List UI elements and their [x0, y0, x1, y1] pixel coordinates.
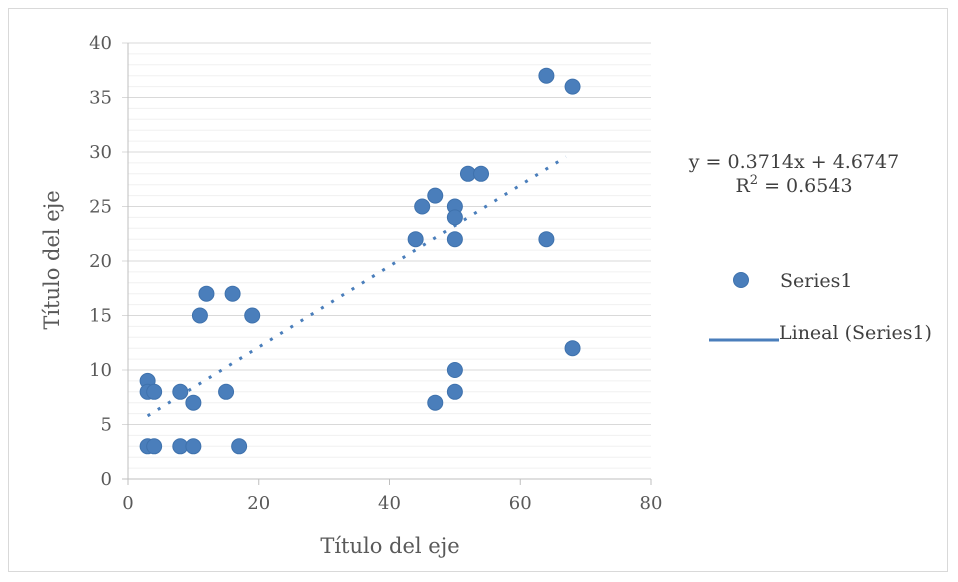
x-tick-label: 20 — [247, 493, 270, 514]
data-point[interactable] — [146, 438, 163, 455]
r2-letter: R — [735, 175, 750, 197]
legend-label-series1: Series1 — [780, 270, 853, 292]
x-tick-label: 60 — [509, 493, 532, 514]
data-point[interactable] — [427, 187, 444, 204]
trendline-layer — [146, 155, 567, 418]
data-point[interactable] — [185, 394, 202, 411]
data-point[interactable] — [198, 285, 215, 302]
legend-label-trendline: Lineal (Series1) — [779, 322, 932, 344]
data-point[interactable] — [446, 383, 463, 400]
data-point[interactable] — [538, 67, 555, 84]
data-point[interactable] — [185, 438, 202, 455]
data-point[interactable] — [446, 209, 463, 226]
x-tick-label: 80 — [640, 493, 663, 514]
grid-layer — [122, 42, 651, 480]
data-point[interactable] — [218, 383, 235, 400]
legend-marker-circle — [733, 272, 749, 288]
scatter-chart: 0 5 10 15 20 25 30 35 40 0 20 40 60 80 Título del eje… — [40, 33, 932, 558]
data-point[interactable] — [414, 198, 431, 215]
data-point[interactable] — [446, 231, 463, 248]
data-point[interactable] — [191, 307, 208, 324]
y-tick-label: 40 — [89, 33, 112, 54]
data-point[interactable] — [407, 231, 424, 248]
trendline-equation: y = 0.3714x + 4.6747 R2 = 0.6543 — [688, 151, 899, 197]
data-point[interactable] — [146, 383, 163, 400]
y-tick-label: 20 — [89, 251, 112, 272]
y-tick-label: 5 — [101, 415, 112, 436]
trendline-equation-text: y = 0.3714x + 4.6747 — [688, 151, 899, 173]
y-axis-title: Título del eje — [40, 190, 64, 329]
r2-superscript: 2 — [750, 173, 758, 188]
data-point[interactable] — [538, 231, 555, 248]
data-point[interactable] — [564, 340, 581, 357]
points-layer — [139, 67, 581, 455]
y-tick-label: 10 — [89, 360, 112, 381]
data-point[interactable] — [231, 438, 248, 455]
data-point[interactable] — [564, 78, 581, 95]
legend-item-trendline[interactable]: Lineal (Series1) — [709, 322, 932, 344]
data-point[interactable] — [224, 285, 241, 302]
y-tick-label: 30 — [89, 142, 112, 163]
trendline-r2-text: R2 = 0.6543 — [735, 173, 852, 197]
legend-item-series1[interactable]: Series1 — [733, 270, 853, 292]
data-point[interactable] — [473, 165, 490, 182]
chart-frame: 0 5 10 15 20 25 30 35 40 0 20 40 60 80 Título del eje… — [8, 8, 948, 572]
data-point[interactable] — [244, 307, 261, 324]
data-point[interactable] — [172, 383, 189, 400]
y-tick-label: 35 — [89, 88, 112, 109]
trendline — [146, 155, 567, 418]
x-axis-title: Título del eje — [320, 534, 459, 558]
x-tick-label: 0 — [122, 493, 133, 514]
r2-value: = 0.6543 — [758, 175, 852, 197]
y-tick-label: 25 — [89, 197, 112, 218]
y-tick-label: 15 — [89, 306, 112, 327]
data-point[interactable] — [427, 394, 444, 411]
x-tick-label: 40 — [378, 493, 401, 514]
y-tick-label: 0 — [101, 469, 112, 490]
data-point[interactable] — [446, 362, 463, 378]
axis-layer: 0 5 10 15 20 25 30 35 40 0 20 40 60 80 — [89, 33, 662, 514]
legend: Series1 Lineal (Series1) — [709, 270, 932, 344]
